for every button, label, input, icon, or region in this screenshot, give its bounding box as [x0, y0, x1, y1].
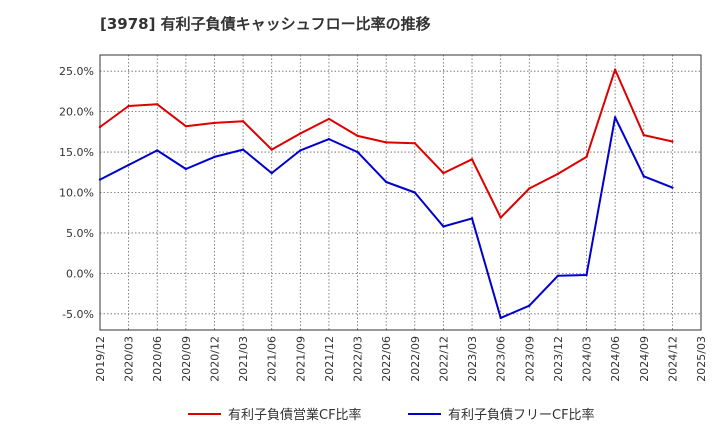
series-1-point: [98, 125, 102, 129]
series-1-point: [556, 172, 560, 176]
series-1-point: [671, 140, 674, 143]
series-1-point: [585, 155, 588, 159]
y-tick-label: 15.0%: [59, 146, 94, 159]
series-1-point: [470, 158, 474, 161]
y-tick-label: 5.0%: [66, 227, 94, 240]
series-1-point: [384, 141, 388, 144]
plot-border: [99, 54, 702, 331]
series-1-point: [299, 132, 302, 135]
series-2-point: [127, 163, 130, 167]
x-axis-ticks: 2019/12 2020/03 2020/06 2020/09 2020/12 2021/…: [94, 336, 708, 382]
series-1-point: [528, 187, 531, 190]
series-2-point: [613, 116, 617, 119]
series-2-point: [413, 191, 417, 194]
x-tick-label: 2023/09: [523, 336, 536, 382]
x-tick-label: 2022/12: [437, 336, 450, 382]
series-2-point: [156, 149, 159, 152]
y-tick-label: 10.0%: [59, 187, 94, 200]
series-2-point: [499, 316, 502, 320]
series-1-point: [270, 148, 273, 151]
x-tick-label: 2022/09: [409, 336, 422, 382]
legend-label-2: 有利子負債フリーCF比率: [448, 407, 595, 423]
series-2-point: [585, 273, 588, 277]
x-tick-label: 2019/12: [94, 336, 107, 382]
x-tick-label: 2024/06: [609, 336, 622, 382]
legend: 有利子負債営業CF比率 有利子負債フリーCF比率: [188, 407, 595, 423]
x-tick-label: 2020/03: [123, 336, 136, 382]
y-tick-label: 25.0%: [59, 65, 94, 78]
x-tick-label: 2022/03: [352, 336, 365, 382]
x-tick-label: 2023/12: [552, 336, 565, 382]
series-1-point: [613, 68, 617, 71]
series-2-point: [241, 148, 245, 151]
series-2-point: [470, 217, 474, 220]
series-2-point: [556, 274, 560, 278]
series-1-point: [156, 103, 159, 106]
x-tick-label: 2021/06: [266, 336, 279, 382]
x-tick-label: 2023/03: [466, 336, 479, 382]
series-group: [98, 68, 674, 320]
series-1-point: [642, 133, 645, 137]
series-2-point: [184, 167, 188, 171]
x-tick-label: 2025/03: [695, 336, 708, 382]
x-tick-label: 2021/12: [323, 336, 336, 382]
x-tick-label: 2020/06: [151, 336, 164, 382]
series-2-point: [98, 178, 102, 181]
series-1-point: [356, 134, 359, 138]
chart-title: [3978] 有利子負債キャッシュフロー比率の推移: [100, 15, 431, 33]
series-2-point: [327, 137, 331, 141]
series-2-point: [528, 304, 531, 307]
x-tick-label: 2020/12: [208, 336, 221, 382]
series-1-point: [442, 171, 445, 175]
x-tick-label: 2021/09: [294, 336, 307, 382]
x-tick-label: 2020/09: [180, 336, 193, 382]
series-1-point: [127, 104, 130, 108]
y-tick-label: 0.0%: [66, 267, 94, 280]
legend-label-1: 有利子負債営業CF比率: [228, 407, 362, 423]
x-tick-label: 2024/12: [666, 336, 679, 382]
series-2-point: [442, 225, 445, 228]
series-1-point: [499, 216, 502, 219]
y-tick-label: -5.0%: [62, 308, 94, 321]
plot-area: [100, 55, 701, 330]
series-2-point: [356, 150, 359, 154]
x-tick-label: 2021/03: [237, 336, 250, 382]
x-tick-label: 2024/09: [638, 336, 651, 382]
series-2-point: [642, 175, 645, 178]
series-2-point: [213, 155, 216, 159]
series-2-point: [671, 186, 674, 189]
x-tick-label: 2022/06: [380, 336, 393, 382]
y-tick-label: 20.0%: [59, 106, 94, 119]
y-axis-ticks: 25.0% 20.0% 15.0% 10.0% 5.0% 0.0% -5.0%: [59, 65, 94, 321]
series-1-point: [327, 117, 331, 121]
x-tick-label: 2024/03: [581, 336, 594, 382]
series-1-point: [241, 120, 245, 123]
series-2-point: [299, 149, 302, 152]
series-1-point: [184, 124, 188, 128]
series-2-point: [270, 171, 273, 175]
series-1-point: [213, 121, 216, 125]
series-2-point: [384, 180, 388, 184]
series-1-point: [413, 141, 417, 145]
x-tick-label: 2023/06: [495, 336, 508, 382]
